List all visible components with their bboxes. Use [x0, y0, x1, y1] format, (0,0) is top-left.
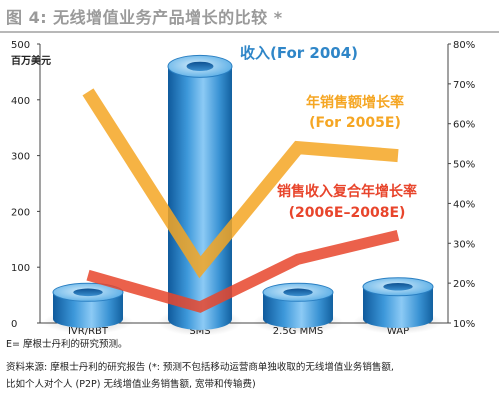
- left-tick-label: 100: [11, 263, 30, 274]
- label-annual-growth: 年销售额增长率: [306, 94, 404, 111]
- left-tick-label: 400: [11, 96, 30, 107]
- bar-body: [168, 66, 232, 330]
- line-annual-growth: [82, 88, 399, 279]
- left-tick-label: 200: [11, 207, 30, 218]
- series-labels: 收入(For 2004) 年销售额增长率 (For 2005E) 销售收入复合年增长率…: [240, 44, 417, 221]
- bar-body: [53, 292, 123, 328]
- bar-top-hole: [383, 282, 413, 291]
- bar-sms: [158, 54, 242, 336]
- bar-wap: [353, 277, 443, 334]
- source-note-line2: 比如个人对个人 (P2P) 无线增值业务销售额, 宽带和传输费): [6, 379, 256, 390]
- bar-top-hole: [283, 288, 313, 297]
- label-cagr: 销售收入复合年增长率: [277, 183, 417, 200]
- right-tick-label: 40%: [453, 199, 475, 210]
- left-axis-unit: 百万美元: [11, 54, 51, 67]
- right-tick-label: 20%: [453, 279, 475, 290]
- bar-body: [263, 292, 333, 328]
- left-tick-label: 500: [11, 40, 30, 51]
- chart-title: 图 4: 无线增值业务产品增长的比较 *: [6, 8, 283, 27]
- bar-top-hole: [73, 288, 103, 297]
- bar-ivr-rbt: [43, 282, 133, 334]
- right-tick-label: 50%: [453, 160, 475, 171]
- bar-2-5g-mms: [253, 282, 343, 334]
- left-tick-label: 300: [11, 152, 30, 163]
- label-annual-growth-line2: (For 2005E): [309, 115, 401, 131]
- right-tick-label: 60%: [453, 120, 475, 131]
- left-tick-label: 0: [11, 319, 17, 330]
- bar-body: [363, 286, 433, 328]
- line-series: [82, 88, 400, 313]
- right-tick-label: 80%: [453, 40, 475, 51]
- source-note-line1: 资料来源: 摩根士丹利的研究报告 (*: 预测不包括移动运营商单独收取的无线增值…: [6, 362, 394, 373]
- label-cagr-line2: (2006E–2008E): [289, 205, 406, 221]
- right-tick-label: 70%: [453, 80, 475, 91]
- title-divider: [0, 31, 499, 33]
- bar-series: [43, 54, 443, 336]
- estimate-note: E= 摩根士丹利的研究预测。: [6, 339, 128, 350]
- label-revenue: 收入(For 2004): [240, 44, 358, 62]
- bar-top-hole: [186, 61, 214, 71]
- right-tick-label: 30%: [453, 239, 475, 250]
- right-tick-label: 10%: [453, 319, 475, 330]
- line-cagr: [86, 229, 400, 313]
